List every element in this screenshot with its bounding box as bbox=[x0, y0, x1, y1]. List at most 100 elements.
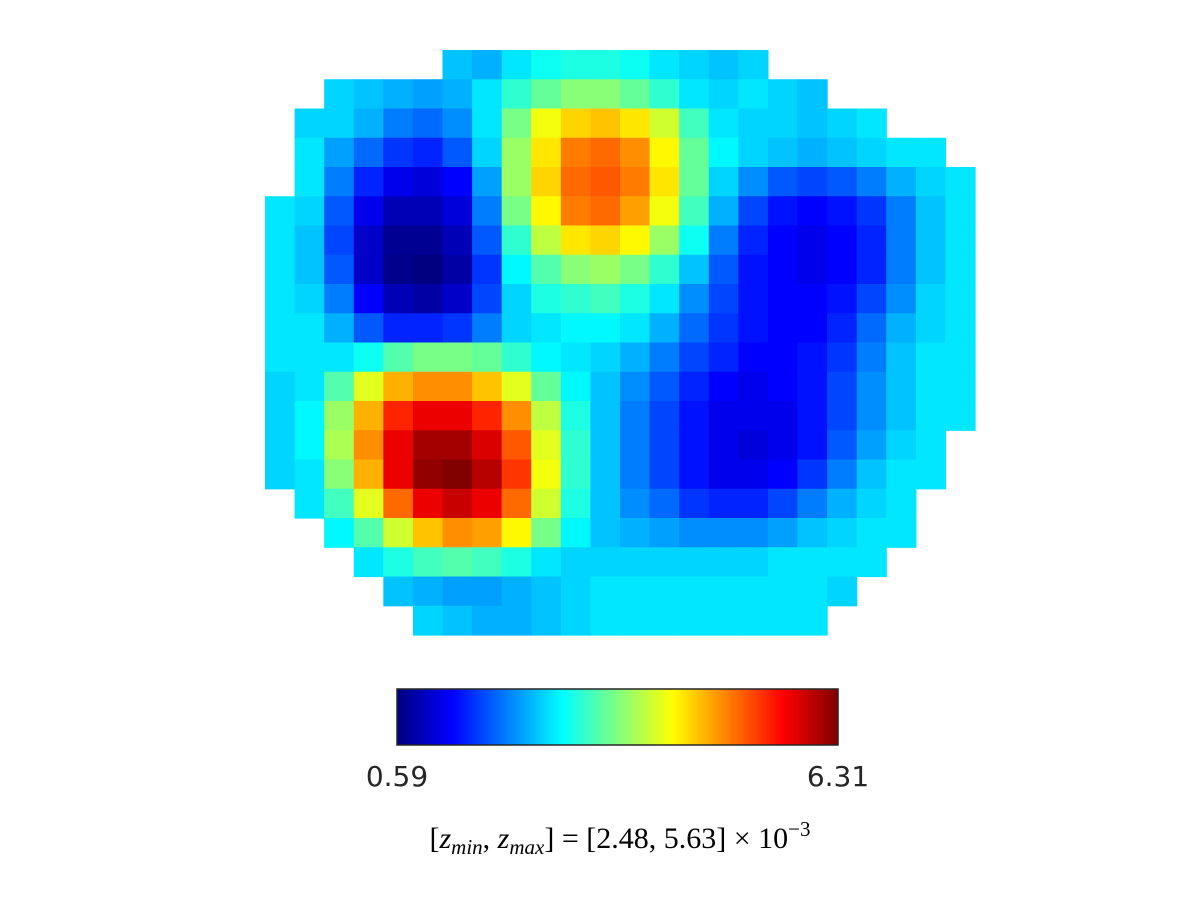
heatmap-cell bbox=[501, 167, 532, 197]
heatmap-cell bbox=[649, 371, 680, 402]
heatmap-cell bbox=[797, 430, 828, 461]
heatmap-cell bbox=[945, 342, 976, 373]
heatmap-cell bbox=[501, 605, 532, 636]
heatmap-cell bbox=[560, 401, 592, 431]
heatmap-cell bbox=[738, 459, 769, 490]
heatmap-cell bbox=[560, 313, 592, 344]
heatmap-cell bbox=[353, 488, 384, 519]
heatmap-cell bbox=[649, 137, 680, 168]
caption-part: z bbox=[438, 822, 451, 855]
heatmap-cell bbox=[945, 313, 976, 344]
heatmap-cell bbox=[738, 576, 769, 607]
heatmap-cell bbox=[767, 576, 799, 607]
heatmap-cell bbox=[560, 225, 592, 256]
heatmap-cell bbox=[383, 518, 414, 548]
heatmap-cell bbox=[442, 576, 473, 607]
heatmap-cell bbox=[708, 430, 739, 461]
heatmap-cell bbox=[472, 108, 503, 139]
heatmap-cell bbox=[501, 401, 532, 431]
heatmap-cell bbox=[294, 137, 325, 168]
heatmap-cell bbox=[353, 547, 384, 578]
heatmap-cell bbox=[531, 167, 562, 197]
heatmap-cell bbox=[767, 225, 799, 256]
heatmap-cell bbox=[442, 254, 473, 285]
heatmap-cell bbox=[856, 225, 887, 256]
heatmap-cell bbox=[531, 459, 562, 490]
heatmap-cell bbox=[915, 137, 947, 168]
heatmap-cell bbox=[827, 108, 858, 139]
heatmap-cell bbox=[738, 488, 769, 519]
heatmap-cell bbox=[560, 547, 592, 578]
heatmap-cell bbox=[827, 371, 858, 402]
heatmap-cell bbox=[294, 401, 325, 431]
heatmap bbox=[265, 50, 976, 636]
heatmap-cell bbox=[265, 401, 296, 431]
heatmap-cell bbox=[560, 196, 592, 227]
heatmap-cell bbox=[679, 547, 710, 578]
heatmap-cell bbox=[767, 137, 799, 168]
heatmap-cell bbox=[442, 167, 473, 197]
heatmap-cell bbox=[383, 547, 414, 578]
caption-part: z bbox=[497, 822, 510, 855]
heatmap-cell bbox=[383, 108, 414, 139]
heatmap-cell bbox=[560, 79, 592, 110]
heatmap-cell bbox=[886, 401, 917, 431]
heatmap-cell bbox=[383, 79, 414, 110]
heatmap-cell bbox=[472, 50, 503, 80]
heatmap-cell bbox=[708, 605, 739, 636]
heatmap-cell bbox=[708, 167, 739, 197]
heatmap-cell bbox=[915, 459, 947, 490]
heatmap-cell bbox=[679, 284, 710, 314]
heatmap-cell bbox=[679, 605, 710, 636]
heatmap-cell bbox=[412, 196, 444, 227]
heatmap-cell bbox=[265, 284, 296, 314]
heatmap-cell bbox=[797, 79, 828, 110]
heatmap-cell bbox=[945, 196, 976, 227]
heatmap-cell bbox=[738, 225, 769, 256]
heatmap-cell bbox=[412, 254, 444, 285]
heatmap-cell bbox=[620, 225, 651, 256]
heatmap-cell bbox=[472, 313, 503, 344]
heatmap-cell bbox=[620, 371, 651, 402]
heatmap-cell bbox=[827, 196, 858, 227]
heatmap-cell bbox=[383, 225, 414, 256]
heatmap-cell bbox=[472, 79, 503, 110]
heatmap-cell bbox=[827, 313, 858, 344]
heatmap-cell bbox=[560, 50, 592, 80]
heatmap-cell bbox=[472, 547, 503, 578]
heatmap-cell bbox=[383, 371, 414, 402]
heatmap-cell bbox=[560, 284, 592, 314]
heatmap-cell bbox=[620, 547, 651, 578]
heatmap-cell bbox=[472, 605, 503, 636]
heatmap-cell bbox=[856, 284, 887, 314]
heatmap-cell bbox=[412, 430, 444, 461]
caption-part: [ bbox=[429, 822, 439, 855]
heatmap-cell bbox=[353, 254, 384, 285]
heatmap-cell bbox=[708, 137, 739, 168]
heatmap-cell bbox=[412, 108, 444, 139]
heatmap-cell bbox=[708, 401, 739, 431]
heatmap-cell bbox=[294, 430, 325, 461]
heatmap-cell bbox=[531, 605, 562, 636]
heatmap-cell bbox=[501, 488, 532, 519]
heatmap-cell bbox=[738, 342, 769, 373]
heatmap-cell bbox=[412, 576, 444, 607]
heatmap-cell bbox=[353, 342, 384, 373]
heatmap-cell bbox=[353, 108, 384, 139]
heatmap-cell bbox=[886, 518, 917, 548]
heatmap-cell bbox=[797, 137, 828, 168]
heatmap-cell bbox=[827, 225, 858, 256]
heatmap-cell bbox=[472, 196, 503, 227]
heatmap-cell bbox=[620, 79, 651, 110]
heatmap-cell bbox=[708, 342, 739, 373]
heatmap-cell bbox=[827, 137, 858, 168]
heatmap-cell bbox=[531, 50, 562, 80]
heatmap-cell bbox=[797, 167, 828, 197]
heatmap-cell bbox=[738, 196, 769, 227]
heatmap-cell bbox=[797, 488, 828, 519]
heatmap-cell bbox=[767, 401, 799, 431]
caption-part: ] = [2.48, 5.63] × 10 bbox=[544, 822, 788, 855]
heatmap-cell bbox=[324, 108, 355, 139]
heatmap-cell bbox=[560, 167, 592, 197]
heatmap-cell bbox=[353, 371, 384, 402]
